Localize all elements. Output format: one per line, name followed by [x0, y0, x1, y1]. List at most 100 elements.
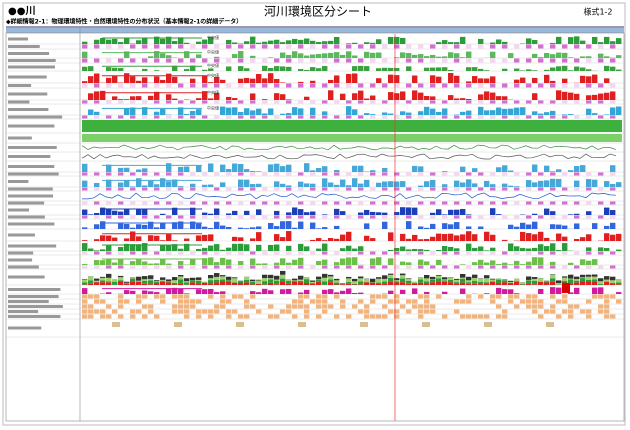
bar — [310, 67, 316, 71]
cell — [226, 309, 232, 314]
cell — [82, 299, 88, 304]
bar — [310, 54, 316, 58]
bar — [298, 292, 304, 294]
marker — [358, 215, 364, 219]
bar — [592, 259, 598, 265]
bar — [400, 52, 406, 58]
cell — [532, 304, 538, 309]
bar — [424, 227, 430, 229]
marker — [82, 58, 88, 63]
stack-bar — [322, 277, 328, 282]
bar — [124, 167, 130, 172]
stack-bar — [292, 281, 298, 285]
bar — [520, 70, 526, 71]
bar — [166, 234, 172, 241]
marker — [574, 115, 580, 119]
stack-bar — [436, 275, 442, 276]
stack-bar — [280, 274, 286, 279]
marker — [442, 58, 448, 63]
bar — [562, 236, 568, 241]
bar — [190, 221, 196, 229]
bar — [208, 213, 214, 215]
stack-bar — [376, 277, 382, 279]
marker — [574, 215, 580, 219]
marker — [466, 265, 472, 269]
cell — [280, 309, 286, 314]
marker — [346, 83, 352, 88]
cell — [418, 314, 424, 319]
bar — [466, 243, 472, 251]
row-label-bar — [8, 233, 35, 237]
marker — [466, 115, 472, 119]
bar — [286, 262, 292, 265]
marker — [274, 172, 280, 176]
bar — [478, 246, 484, 251]
bar — [418, 92, 424, 100]
bar — [124, 208, 130, 215]
marker — [190, 251, 196, 255]
bar — [88, 214, 94, 215]
bar — [526, 69, 532, 71]
bar — [406, 53, 412, 58]
stack-bar — [376, 278, 382, 283]
stack-bar — [502, 282, 508, 285]
stack-bar — [586, 276, 592, 280]
bar — [616, 38, 622, 44]
bar — [274, 226, 280, 229]
marker — [130, 115, 136, 119]
stack-bar — [172, 277, 178, 281]
stack-bar — [148, 284, 154, 285]
bar — [328, 52, 334, 58]
cell — [94, 294, 100, 299]
stack-bar — [478, 284, 484, 285]
bar — [490, 260, 496, 265]
bar — [172, 179, 178, 187]
stack-bar — [130, 281, 136, 285]
marker — [442, 115, 448, 119]
cell — [418, 309, 424, 314]
bar — [562, 243, 568, 251]
marker — [382, 187, 388, 191]
cell — [112, 309, 118, 314]
stack-bar — [226, 280, 232, 282]
marker — [190, 201, 196, 205]
marker — [226, 187, 232, 191]
bar — [514, 293, 520, 294]
stack-bar — [310, 280, 316, 282]
bar — [82, 163, 88, 172]
marker — [394, 44, 400, 49]
marker — [550, 251, 556, 255]
stack-bar — [604, 281, 610, 285]
row-label-bar — [8, 194, 54, 198]
marker — [382, 58, 388, 63]
marker — [238, 44, 244, 49]
marker — [598, 201, 604, 205]
marker — [322, 172, 328, 176]
bar — [268, 223, 274, 229]
bar — [532, 213, 538, 215]
marker — [394, 187, 400, 191]
bar — [352, 178, 358, 187]
cell — [184, 304, 190, 309]
cell — [154, 294, 160, 299]
stack-bar — [430, 276, 436, 279]
bar — [526, 224, 532, 229]
cell — [424, 304, 430, 309]
river-name: ●●川 — [8, 5, 35, 17]
bar — [586, 56, 592, 58]
bar — [250, 110, 256, 115]
marker — [574, 100, 580, 104]
stack-bar — [100, 277, 106, 281]
bar — [202, 258, 208, 265]
bar — [310, 40, 316, 44]
bar — [262, 113, 268, 115]
stack-bar — [466, 282, 472, 284]
bar — [322, 240, 328, 241]
stack-bar — [562, 277, 568, 282]
bar — [280, 289, 286, 294]
marker — [166, 187, 172, 191]
bar — [322, 289, 328, 294]
marker — [118, 187, 124, 191]
stack-bar — [604, 276, 610, 280]
